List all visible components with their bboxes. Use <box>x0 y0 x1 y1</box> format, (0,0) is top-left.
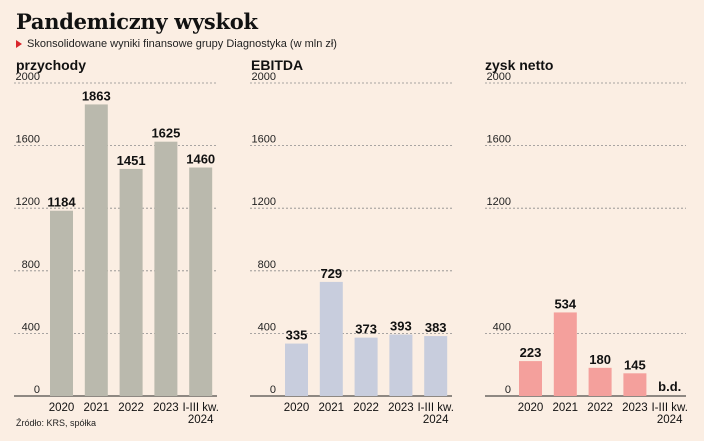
y-tick-label: 0 <box>505 384 511 396</box>
bar <box>119 168 143 396</box>
y-tick-label: 1200 <box>16 196 40 208</box>
panel-title-zysk-netto: zysk netto <box>485 57 554 73</box>
y-tick-label: 400 <box>493 321 511 333</box>
x-category-label: 2022 <box>353 402 379 414</box>
x-category-label: 2021 <box>84 402 110 414</box>
x-category-label: I-III kw. <box>651 402 687 414</box>
y-tick-label: 1600 <box>16 134 40 146</box>
bar <box>389 334 413 396</box>
x-category-label: 2021 <box>319 402 345 414</box>
bar <box>623 373 647 396</box>
data-label: 383 <box>425 320 447 335</box>
bar <box>154 141 178 396</box>
bar <box>189 167 213 396</box>
x-category-label: 2020 <box>518 402 544 414</box>
x-category-label: 2022 <box>118 402 144 414</box>
y-tick-label: 1200 <box>487 196 511 208</box>
data-label: 1625 <box>151 126 180 141</box>
bar <box>424 336 448 396</box>
y-tick-label: 800 <box>258 259 276 271</box>
data-label: 1863 <box>82 88 111 103</box>
bar <box>553 312 577 396</box>
x-category-label: 2024 <box>188 414 214 426</box>
panel-title-ebitda: EBITDA <box>251 57 304 73</box>
x-category-label: I-III kw. <box>417 402 453 414</box>
bar <box>354 337 378 396</box>
x-category-label: 2023 <box>153 402 179 414</box>
data-label: 1451 <box>117 153 146 168</box>
x-category-label: 2023 <box>388 402 414 414</box>
subtitle: Skonsolidowane wyniki finansowe grupy Di… <box>16 38 337 50</box>
x-category-label: 2024 <box>657 414 683 426</box>
red-triangle-icon <box>16 40 22 48</box>
x-category-label: 2020 <box>284 402 310 414</box>
y-tick-label: 0 <box>34 384 40 396</box>
x-category-label: 2022 <box>587 402 613 414</box>
bar <box>588 367 612 396</box>
data-label: 145 <box>624 357 646 372</box>
data-label: 1460 <box>186 152 215 167</box>
y-tick-label: 2000 <box>252 71 276 83</box>
y-tick-label: 1600 <box>487 134 511 146</box>
bar <box>319 281 343 396</box>
x-category-label: I-III kw. <box>182 402 218 414</box>
bar <box>519 361 542 396</box>
panel-title-przychody: przychody <box>16 57 87 73</box>
y-tick-label: 800 <box>22 259 40 271</box>
source-note: Źródło: KRS, spółka <box>16 418 97 428</box>
data-label: 1184 <box>47 195 76 210</box>
page-title: Pandemiczny wyskok <box>16 9 258 34</box>
data-label: 729 <box>320 266 342 281</box>
x-category-label: 2020 <box>49 402 75 414</box>
y-tick-label: 400 <box>22 321 40 333</box>
x-category-label: 2023 <box>622 402 648 414</box>
data-label: 180 <box>589 352 611 367</box>
data-label: 393 <box>390 318 412 333</box>
y-tick-label: 0 <box>270 384 276 396</box>
subtitle-text: Skonsolidowane wyniki finansowe grupy Di… <box>27 38 337 50</box>
data-label: 223 <box>520 345 542 360</box>
y-tick-label: 400 <box>258 321 276 333</box>
y-tick-label: 1600 <box>252 134 276 146</box>
data-label: 534 <box>554 296 576 311</box>
bar <box>84 104 108 397</box>
bar <box>285 343 308 396</box>
data-label: 335 <box>286 328 308 343</box>
bar <box>50 210 73 396</box>
x-category-label: 2024 <box>423 414 449 426</box>
x-category-label: 2021 <box>553 402 579 414</box>
y-tick-label: 2000 <box>16 71 40 83</box>
data-label: b.d. <box>658 379 681 394</box>
data-label: 373 <box>355 322 377 337</box>
y-tick-label: 1200 <box>252 196 276 208</box>
y-tick-label: 2000 <box>487 71 511 83</box>
